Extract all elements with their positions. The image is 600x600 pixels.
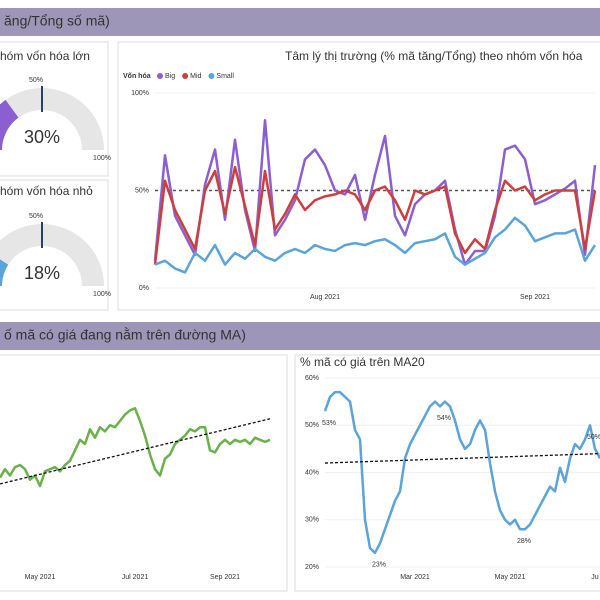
legend-label: Mid [190,73,201,80]
x-tick-label: Jul 2021 [122,574,149,581]
legend-label: Big [165,73,175,80]
chart-title: Tâm lý thị trường (% mã tăng/Tổng) theo … [285,49,583,63]
data-label: 23% [372,562,386,569]
banner [0,8,600,36]
y-tick-label: 100% [131,90,149,97]
y-tick-label: 0% [139,285,149,292]
chart-title: % mã có giá trên MA20 [300,355,425,369]
gauge-value [0,259,9,286]
data-label: 53% [322,420,336,427]
data-label: 28% [517,538,531,545]
x-tick-label: Aug 2021 [310,294,340,301]
card [0,354,288,592]
gauge-value-label: 18% [24,263,60,283]
legend-marker [208,73,215,79]
gauge-max-label: 100% [93,155,111,162]
banner-text: ố mã có giá đang nằm trên đường MA) [4,327,246,343]
banner-text: ăng/Tổng số mã) [4,13,110,29]
trend-line [324,452,600,464]
x-tick-label: Sep 2021 [210,574,240,581]
x-tick-label: May 2021 [495,574,526,581]
series-line [323,390,600,555]
gauge-track [0,224,104,286]
gauge-value-label: 30% [24,127,60,147]
y-tick-label: 60% [305,375,319,382]
gauge-target-label: 50% [29,77,43,84]
gauge-target-label: 50% [29,213,43,220]
legend-marker [157,73,163,79]
y-tick-label: 20% [305,564,319,571]
data-label: 50% [587,434,600,441]
series-line [0,407,271,488]
gauge-value [0,99,19,150]
banner [0,322,600,350]
series-line [153,165,597,265]
y-tick-label: 50% [305,422,319,429]
card [117,41,600,311]
gauge-title: hóm vốn hóa nhỏ [0,184,93,198]
gauge-track [0,88,104,150]
legend-title: Vốn hóa [123,72,151,80]
x-tick-label: May 2021 [25,574,56,581]
gauge-title: hóm vốn hóa lớn [0,49,90,63]
data-label: 54% [437,415,451,422]
y-tick-label: 40% [305,469,319,476]
y-tick-label: 50% [135,187,149,194]
trend-line [0,418,271,485]
legend-label: Small [216,73,234,80]
y-tick-label: 30% [305,517,319,524]
gauge-max-label: 100% [93,291,111,298]
x-tick-label: Mar 2021 [400,574,430,581]
series-line [154,216,597,274]
x-tick-label: Sep 2021 [520,294,550,301]
legend-marker [182,73,189,79]
x-tick-label: Ju [591,574,599,581]
